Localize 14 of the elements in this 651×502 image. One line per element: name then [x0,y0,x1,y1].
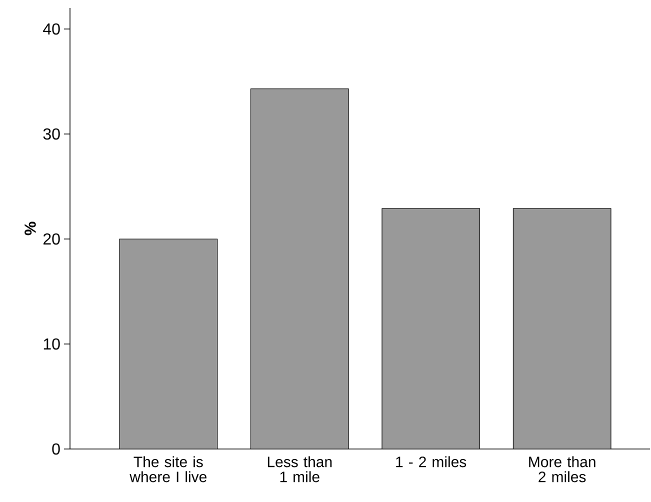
y-tick-label: 30 [43,128,60,140]
x-tick-label: Less than 1 mile [268,456,332,482]
y-tick-label: 10 [44,338,60,350]
x-tick-label: More than 2 miles [529,456,596,482]
bar [119,238,218,449]
x-tick-label: The site is where I live [130,456,206,482]
y-tick-label: 20 [43,233,60,245]
bar [250,88,349,449]
y-axis-title: % [24,222,36,236]
bar [382,208,480,449]
bar [512,208,612,449]
x-tick-label: 1 - 2 miles [396,456,466,468]
y-tick-label: 0 [52,443,60,455]
y-tick-label: 40 [43,23,60,35]
